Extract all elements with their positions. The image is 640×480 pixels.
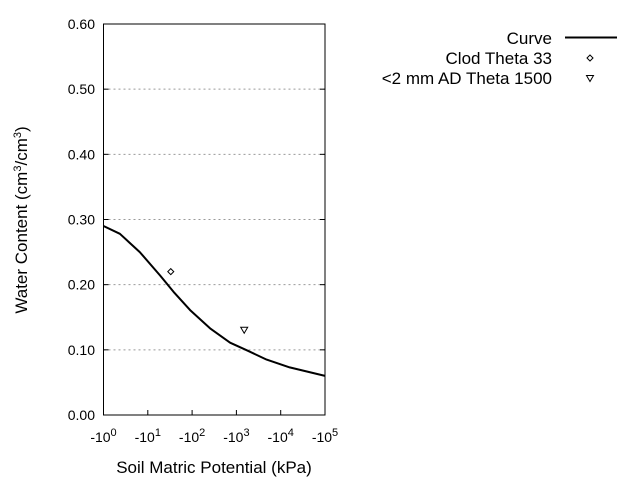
y-tick-label: 0.40 bbox=[68, 146, 95, 162]
legend-label-curve: Curve bbox=[507, 29, 552, 48]
x-tick-label: -103 bbox=[223, 427, 249, 445]
y-tick-label: 0.50 bbox=[68, 81, 95, 97]
y-tick-label: 0.30 bbox=[68, 212, 95, 228]
x-tick-label: -105 bbox=[312, 427, 338, 445]
x-tick-label: -101 bbox=[135, 427, 161, 445]
ad-theta-1500-point bbox=[239, 326, 249, 335]
ticks: 0.00 0.10 0.20 0.30 0.40 0.50 0.60 -100 -101 -102… bbox=[68, 16, 338, 445]
y-tick-label: 0.00 bbox=[68, 407, 95, 423]
x-tick-label: -102 bbox=[179, 427, 205, 445]
curve-line bbox=[103, 225, 326, 377]
y-tick-label: 0.60 bbox=[68, 16, 95, 32]
y-tick-label: 0.20 bbox=[68, 277, 95, 293]
clod-theta-33-point bbox=[167, 267, 175, 276]
y-axis-label: Water Content (cm3/cm3) bbox=[12, 126, 31, 313]
legend-label-clod: Clod Theta 33 bbox=[446, 49, 552, 68]
legend-label-ad: <2 mm AD Theta 1500 bbox=[382, 69, 552, 88]
series bbox=[103, 225, 326, 377]
y-tick-label: 0.10 bbox=[68, 342, 95, 358]
legend-diamond-marker bbox=[586, 54, 594, 62]
legend-triangle-marker bbox=[585, 75, 595, 83]
x-tick-label: -100 bbox=[90, 427, 116, 445]
legend: Curve Clod Theta 33 <2 mm AD Theta 1500 bbox=[382, 29, 617, 88]
grid-lines bbox=[103, 88, 325, 351]
x-tick-label: -104 bbox=[268, 427, 294, 445]
x-axis-label: Soil Matric Potential (kPa) bbox=[116, 458, 312, 477]
